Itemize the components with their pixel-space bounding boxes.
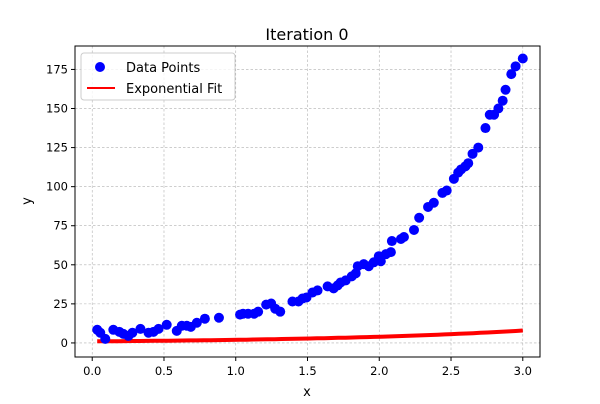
data-point [517, 53, 528, 64]
data-point [127, 327, 138, 338]
data-point [213, 312, 224, 323]
y-tick-label: 175 [46, 62, 68, 76]
y-tick-label: 50 [53, 258, 68, 272]
y-tick-label: 0 [61, 336, 68, 350]
data-point [497, 95, 508, 106]
chart-title: Iteration 0 [265, 25, 348, 44]
data-point [199, 313, 210, 324]
y-tick-label: 150 [46, 102, 68, 116]
data-point [414, 212, 425, 223]
legend: Data Points Exponential Fit [80, 52, 236, 101]
data-point [253, 306, 264, 317]
data-point [428, 197, 439, 208]
data-point [398, 231, 409, 242]
data-point [480, 123, 491, 134]
data-point [191, 317, 202, 328]
x-tick-label: 0.0 [83, 364, 101, 378]
x-tick-label: 0.5 [155, 364, 173, 378]
y-tick-label: 25 [53, 297, 68, 311]
exponential-fit-line [97, 328, 523, 344]
data-point [493, 103, 504, 114]
x-ticks: 0.0 0.5 1.0 1.5 2.0 2.5 3.0 [83, 357, 532, 378]
x-tick-label: 2.0 [370, 364, 388, 378]
data-points-group [92, 53, 528, 344]
grid [75, 46, 540, 357]
legend-label-data-points: Data Points [126, 61, 200, 76]
data-point [375, 256, 386, 267]
legend-box [80, 52, 236, 101]
data-point [385, 247, 396, 258]
y-axis-label: y [20, 197, 35, 205]
data-point [506, 69, 517, 80]
data-point [312, 285, 323, 296]
data-point [275, 306, 286, 317]
legend-label-exponential-fit: Exponential Fit [126, 82, 222, 97]
fit-line-group [97, 328, 523, 344]
x-tick-label: 3.0 [514, 364, 532, 378]
legend-marker-data-points [95, 62, 105, 72]
data-point [500, 84, 511, 95]
data-point [408, 224, 419, 235]
data-point [386, 236, 397, 247]
x-tick-label: 1.5 [298, 364, 316, 378]
data-point [100, 333, 111, 344]
y-tick-label: 125 [46, 141, 68, 155]
data-point [463, 158, 474, 169]
data-point [510, 61, 521, 72]
x-tick-label: 2.5 [442, 364, 460, 378]
x-axis-label: x [303, 385, 311, 400]
x-tick-label: 1.0 [227, 364, 245, 378]
y-ticks: 0 25 50 75 100 125 150 175 [46, 62, 75, 350]
data-point [473, 142, 484, 153]
data-point [161, 319, 172, 330]
data-point [135, 323, 146, 334]
y-tick-label: 75 [53, 219, 68, 233]
y-tick-label: 100 [46, 180, 68, 194]
data-point [441, 185, 452, 196]
data-point [153, 323, 164, 334]
